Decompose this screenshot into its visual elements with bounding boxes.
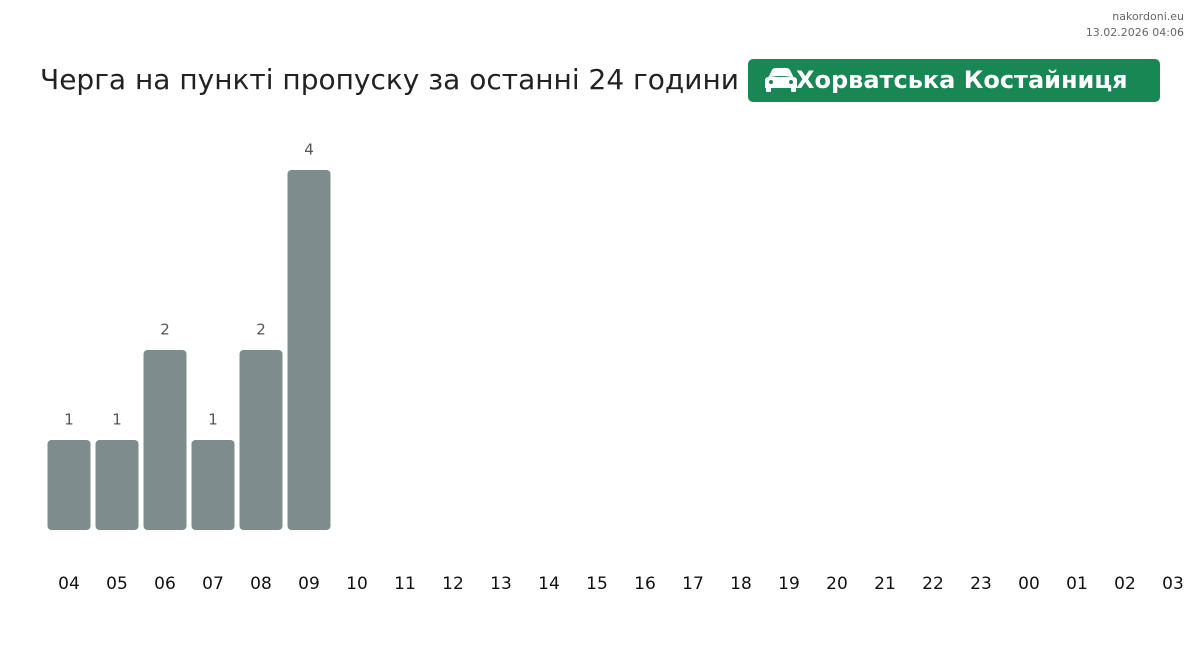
chart-title: Черга на пункті пропуску за останні 24 г…	[40, 63, 739, 96]
x-tick-label: 02	[1114, 574, 1136, 594]
x-tick-label: 20	[826, 574, 848, 594]
value-label: 2	[256, 321, 266, 339]
value-label: 4	[304, 141, 314, 159]
x-tick-label: 21	[874, 574, 896, 594]
x-tick-label: 23	[970, 574, 992, 594]
x-tick-label: 19	[778, 574, 800, 594]
bar	[239, 350, 283, 530]
x-tick-label: 16	[634, 574, 656, 594]
x-tick-label: 12	[442, 574, 464, 594]
x-tick-label: 08	[250, 574, 272, 594]
bar	[191, 440, 235, 530]
bar	[143, 350, 187, 530]
x-tick-label: 01	[1066, 574, 1088, 594]
x-tick-label: 05	[106, 574, 128, 594]
x-tick-label: 07	[202, 574, 224, 594]
bar	[287, 170, 331, 530]
value-label: 2	[160, 321, 170, 339]
badge	[748, 59, 1160, 102]
value-label: 1	[208, 411, 218, 429]
bar	[47, 440, 91, 530]
x-tick-label: 18	[730, 574, 752, 594]
x-tick-label: 06	[154, 574, 176, 594]
x-tick-label: 09	[298, 574, 320, 594]
x-tick-label: 10	[346, 574, 368, 594]
site-name: nakordoni.eu	[1112, 10, 1184, 23]
x-tick-label: 03	[1162, 574, 1184, 594]
x-tick-label: 04	[58, 574, 80, 594]
x-tick-label: 13	[490, 574, 512, 594]
timestamp: 13.02.2026 04:06	[1086, 26, 1184, 39]
badge-text: Хорватська Костайниця	[796, 66, 1128, 94]
x-tick-label: 00	[1018, 574, 1040, 594]
car-icon	[765, 68, 797, 92]
value-label: 1	[64, 411, 74, 429]
x-tick-label: 11	[394, 574, 416, 594]
x-tick-label: 22	[922, 574, 944, 594]
bar	[95, 440, 139, 530]
x-tick-label: 17	[682, 574, 704, 594]
value-label: 1	[112, 411, 122, 429]
x-tick-label: 15	[586, 574, 608, 594]
x-tick-label: 14	[538, 574, 560, 594]
